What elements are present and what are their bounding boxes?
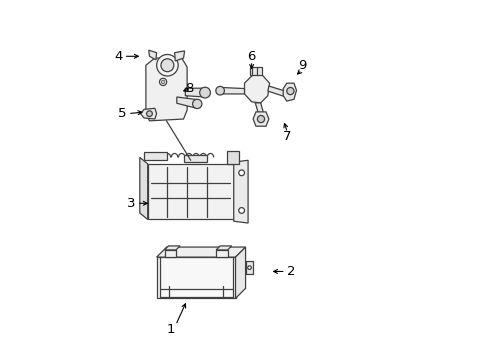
- Circle shape: [192, 99, 202, 109]
- Polygon shape: [216, 250, 227, 257]
- Polygon shape: [174, 51, 184, 61]
- Text: 3: 3: [127, 197, 136, 210]
- Text: 9: 9: [297, 59, 305, 72]
- Polygon shape: [185, 88, 204, 97]
- Circle shape: [238, 208, 244, 213]
- Polygon shape: [249, 67, 262, 75]
- Text: 2: 2: [286, 265, 295, 278]
- Circle shape: [238, 170, 244, 176]
- Polygon shape: [253, 112, 268, 126]
- Polygon shape: [156, 247, 245, 257]
- Polygon shape: [183, 155, 206, 162]
- Polygon shape: [164, 246, 180, 250]
- Polygon shape: [148, 50, 156, 60]
- Polygon shape: [221, 87, 244, 94]
- Polygon shape: [245, 261, 253, 274]
- Circle shape: [156, 54, 178, 76]
- Polygon shape: [156, 257, 235, 298]
- Polygon shape: [244, 74, 269, 103]
- Polygon shape: [140, 157, 147, 220]
- Circle shape: [159, 78, 166, 86]
- Polygon shape: [147, 164, 233, 220]
- Polygon shape: [144, 152, 167, 160]
- Text: 6: 6: [247, 50, 255, 63]
- Text: 7: 7: [283, 130, 291, 144]
- Circle shape: [199, 87, 210, 98]
- Circle shape: [161, 80, 164, 84]
- Polygon shape: [140, 108, 156, 119]
- Polygon shape: [283, 83, 296, 101]
- Text: 4: 4: [114, 50, 122, 63]
- Circle shape: [286, 87, 293, 95]
- Polygon shape: [267, 86, 288, 98]
- Circle shape: [247, 266, 251, 270]
- Polygon shape: [216, 246, 231, 250]
- Circle shape: [257, 116, 264, 123]
- Polygon shape: [255, 103, 265, 121]
- Text: 5: 5: [118, 107, 126, 120]
- Circle shape: [146, 111, 152, 117]
- Polygon shape: [145, 58, 187, 121]
- Polygon shape: [226, 151, 239, 164]
- Circle shape: [215, 86, 224, 95]
- Polygon shape: [235, 247, 245, 298]
- Polygon shape: [164, 250, 176, 257]
- Circle shape: [161, 59, 174, 72]
- Text: 8: 8: [184, 82, 193, 95]
- Text: 1: 1: [166, 323, 175, 336]
- Polygon shape: [177, 97, 196, 108]
- Polygon shape: [233, 160, 247, 223]
